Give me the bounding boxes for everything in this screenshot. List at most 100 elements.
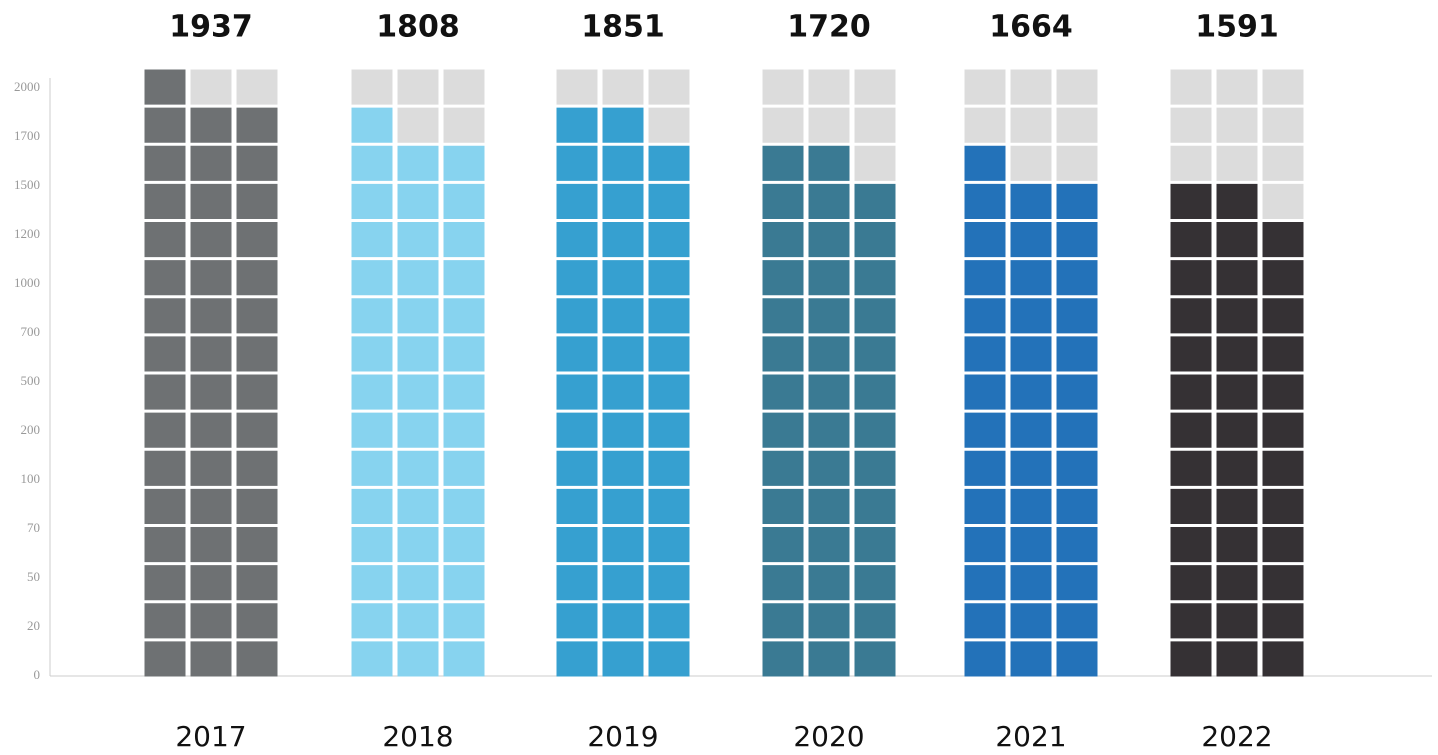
block: [1170, 488, 1212, 524]
block: [1262, 641, 1304, 677]
bar: [556, 107, 690, 677]
empty-block: [854, 107, 896, 143]
block: [854, 565, 896, 601]
block: [1056, 336, 1098, 372]
block: [144, 412, 186, 448]
block: [648, 603, 690, 639]
block: [854, 222, 896, 258]
y-tick-label: 0: [34, 667, 41, 682]
empty-block: [1010, 107, 1052, 143]
empty-block: [1170, 145, 1212, 181]
block: [1216, 641, 1258, 677]
block: [1056, 565, 1098, 601]
block: [443, 336, 485, 372]
block: [1170, 641, 1212, 677]
block: [397, 374, 439, 410]
block: [1056, 603, 1098, 639]
empty-block: [1262, 183, 1304, 219]
block: [190, 641, 232, 677]
block: [144, 107, 186, 143]
block: [602, 260, 644, 296]
x-tick-label: 2019: [587, 720, 658, 753]
bar: [351, 107, 485, 677]
block: [443, 222, 485, 258]
block: [351, 641, 393, 677]
y-tick-label: 2000: [14, 79, 40, 94]
block: [190, 527, 232, 563]
block: [602, 641, 644, 677]
block: [854, 450, 896, 486]
block: [1216, 565, 1258, 601]
block: [1216, 488, 1258, 524]
block: [1170, 374, 1212, 410]
block: [854, 336, 896, 372]
block: [1010, 298, 1052, 334]
block: [1262, 565, 1304, 601]
value-label: 1808: [376, 10, 460, 45]
block: [556, 603, 598, 639]
block: [602, 565, 644, 601]
block: [397, 603, 439, 639]
block: [854, 183, 896, 219]
block: [556, 298, 598, 334]
block: [1056, 527, 1098, 563]
block: [808, 603, 850, 639]
x-tick-label: 2017: [175, 720, 246, 753]
block: [964, 450, 1006, 486]
block: [1170, 298, 1212, 334]
block: [443, 565, 485, 601]
block: [397, 298, 439, 334]
block: [602, 603, 644, 639]
block: [762, 336, 804, 372]
block: [236, 374, 278, 410]
block: [236, 183, 278, 219]
block: [1010, 450, 1052, 486]
empty-block: [397, 69, 439, 105]
block: [351, 298, 393, 334]
block: [144, 565, 186, 601]
block: [762, 488, 804, 524]
block: [1216, 527, 1258, 563]
block: [397, 260, 439, 296]
block: [602, 183, 644, 219]
empty-block: [808, 69, 850, 105]
block: [1056, 412, 1098, 448]
block: [808, 488, 850, 524]
block: [556, 222, 598, 258]
block: [1216, 603, 1258, 639]
block: [1056, 641, 1098, 677]
block: [602, 222, 644, 258]
block: [1216, 298, 1258, 334]
block: [351, 107, 393, 143]
block: [397, 145, 439, 181]
block: [762, 145, 804, 181]
block: [648, 260, 690, 296]
block: [1170, 336, 1212, 372]
block: [556, 450, 598, 486]
block: [144, 336, 186, 372]
empty-block: [1010, 145, 1052, 181]
block: [1010, 412, 1052, 448]
block: [236, 488, 278, 524]
block: [648, 298, 690, 334]
empty-block: [854, 145, 896, 181]
block: [648, 336, 690, 372]
block: [1216, 222, 1258, 258]
block: [854, 603, 896, 639]
x-tick-label: 2018: [382, 720, 453, 753]
block: [1170, 412, 1212, 448]
block: [1170, 183, 1212, 219]
block: [556, 145, 598, 181]
block: [1056, 222, 1098, 258]
block: [964, 145, 1006, 181]
empty-block: [1262, 69, 1304, 105]
block: [964, 183, 1006, 219]
block: [397, 222, 439, 258]
y-tick-label: 700: [21, 324, 41, 339]
block: [556, 488, 598, 524]
block: [190, 107, 232, 143]
block: [762, 450, 804, 486]
block: [556, 641, 598, 677]
empty-block: [236, 69, 278, 105]
block: [144, 450, 186, 486]
